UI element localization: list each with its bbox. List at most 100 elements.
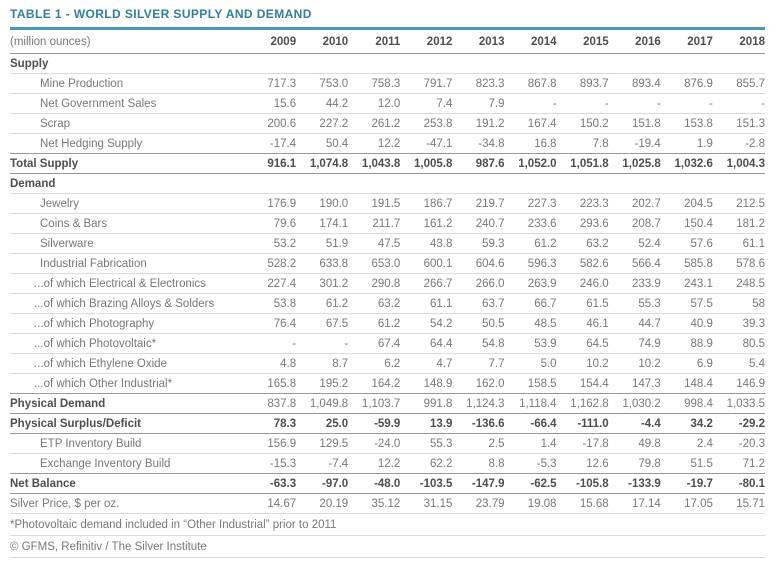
- cell-value: -17.8: [582, 438, 609, 450]
- cell-value: -: [709, 98, 713, 110]
- cell-value: 35.12: [371, 498, 401, 510]
- cell-value: -: [552, 98, 557, 110]
- cell-value: 653.0: [371, 258, 401, 270]
- cell-value: -: [761, 98, 765, 110]
- table-copyright: © GFMS, Refinitiv / The Silver Institute: [10, 536, 765, 558]
- table-row: Silverware 53.2 51.9 47.5 43.8 59.3 61.2 63.2 52…: [10, 234, 765, 254]
- cell-value: [504, 174, 556, 194]
- cell-value: -19.4: [634, 138, 661, 150]
- cell-value: 31.15: [423, 498, 453, 510]
- table-row: Mine Production 717.3 753.0 758.3 791.7 823.3…: [10, 74, 765, 94]
- cell-value: 44.7: [638, 318, 661, 330]
- cell-value: 301.2: [319, 278, 349, 290]
- cell-value: 64.4: [430, 338, 453, 350]
- cell-value: 43.8: [430, 238, 453, 250]
- cell-value: 147.3: [631, 378, 661, 390]
- cell-value: 1,074.8: [309, 158, 349, 170]
- row-label: ...of which Ethylene Oxide: [34, 358, 167, 370]
- cell-value: 219.7: [475, 198, 505, 210]
- cell-value: 164.2: [371, 378, 401, 390]
- table-header-row: (million ounces) 2009 2010 2011 2012 201…: [10, 30, 765, 54]
- cell-value: -62.5: [530, 478, 557, 490]
- silver-table-container: TABLE 1 - WORLD SILVER SUPPLY AND DEMAND…: [10, 5, 765, 558]
- year-column-header: 2009: [244, 30, 297, 54]
- cell-value: 50.5: [482, 318, 505, 330]
- cell-value: 5.0: [540, 358, 557, 370]
- year-column-header: 2018: [712, 30, 765, 54]
- cell-value: 290.8: [371, 278, 401, 290]
- cell-value: 876.9: [684, 78, 713, 90]
- cell-value: 240.7: [475, 218, 505, 230]
- cell-value: 227.2: [319, 118, 349, 130]
- cell-value: 200.6: [267, 118, 297, 130]
- cell-value: 600.1: [423, 258, 453, 270]
- cell-value: 4.8: [280, 358, 297, 370]
- cell-value: 243.1: [684, 278, 713, 290]
- cell-value: 263.9: [527, 278, 557, 290]
- cell-value: [452, 174, 504, 194]
- cell-value: 61.2: [325, 298, 349, 310]
- cell-value: -63.3: [269, 478, 297, 490]
- cell-value: -29.2: [738, 418, 765, 430]
- cell-value: 162.0: [475, 378, 505, 390]
- cell-value: -66.4: [530, 418, 557, 430]
- cell-value: 156.9: [267, 438, 297, 450]
- cell-value: 191.2: [475, 118, 505, 130]
- cell-value: 61.1: [742, 238, 765, 250]
- cell-value: 34.2: [690, 418, 713, 430]
- year-column-header: 2017: [660, 30, 713, 54]
- cell-value: [244, 174, 296, 194]
- cell-value: [400, 54, 452, 74]
- cell-value: 261.2: [371, 118, 401, 130]
- year-column-header: 2014: [504, 30, 557, 54]
- cell-value: 51.9: [325, 238, 349, 250]
- cell-value: 204.5: [684, 198, 713, 210]
- table-row: Scrap 200.6 227.2 261.2 253.8 191.2 167.4 150.2…: [10, 114, 765, 134]
- cell-value: 823.3: [475, 78, 505, 90]
- cell-value: [661, 174, 713, 194]
- cell-value: 161.2: [423, 218, 453, 230]
- cell-value: 1,033.5: [726, 398, 765, 410]
- cell-value: 1,030.2: [622, 398, 661, 410]
- cell-value: 88.9: [690, 338, 713, 350]
- cell-value: 148.4: [684, 378, 713, 390]
- row-label: Total Supply: [10, 158, 79, 170]
- cell-value: -59.9: [374, 418, 401, 430]
- row-label: Net Government Sales: [40, 98, 157, 110]
- cell-value: 1,052.0: [518, 158, 557, 170]
- cell-value: 991.8: [423, 398, 453, 410]
- table-row: ...of which Electrical & Electronics 227.…: [10, 274, 765, 294]
- cell-value: 717.3: [267, 78, 297, 90]
- cell-value: 10.2: [638, 358, 661, 370]
- table-row: ...of which Photovoltaic* - - 67.4 64.4 54.8 5…: [10, 334, 765, 354]
- cell-value: 1,005.8: [414, 158, 453, 170]
- cell-value: 7.7: [488, 358, 505, 370]
- cell-value: 146.9: [736, 378, 765, 390]
- cell-value: 80.5: [742, 338, 765, 350]
- cell-value: 79.8: [638, 458, 661, 470]
- cell-value: 59.3: [482, 238, 505, 250]
- cell-value: 585.8: [684, 258, 713, 270]
- row-label: Net Balance: [10, 478, 76, 490]
- row-label: Demand: [10, 178, 56, 190]
- cell-value: 51.5: [690, 458, 713, 470]
- unit-label: (million ounces): [10, 30, 245, 54]
- cell-value: 61.2: [377, 318, 401, 330]
- cell-value: 17.14: [631, 498, 661, 510]
- cell-value: 8.7: [332, 358, 349, 370]
- cell-value: -97.0: [321, 478, 349, 490]
- cell-value: 53.9: [534, 338, 557, 350]
- table-row: Physical Demand 837.8 1,049.8 1,103.7 991.8 1…: [10, 394, 765, 414]
- cell-value: 233.9: [631, 278, 661, 290]
- cell-value: 17.05: [684, 498, 713, 510]
- cell-value: 13.9: [430, 418, 453, 430]
- row-label: Jewelry: [40, 198, 79, 210]
- cell-value: 151.8: [631, 118, 661, 130]
- cell-value: 57.6: [690, 238, 713, 250]
- cell-value: 63.7: [482, 298, 505, 310]
- cell-value: 8.8: [488, 458, 505, 470]
- cell-value: 15.71: [736, 498, 765, 510]
- table-title: TABLE 1 - WORLD SILVER SUPPLY AND DEMAND: [10, 5, 765, 30]
- cell-value: 176.9: [267, 198, 297, 210]
